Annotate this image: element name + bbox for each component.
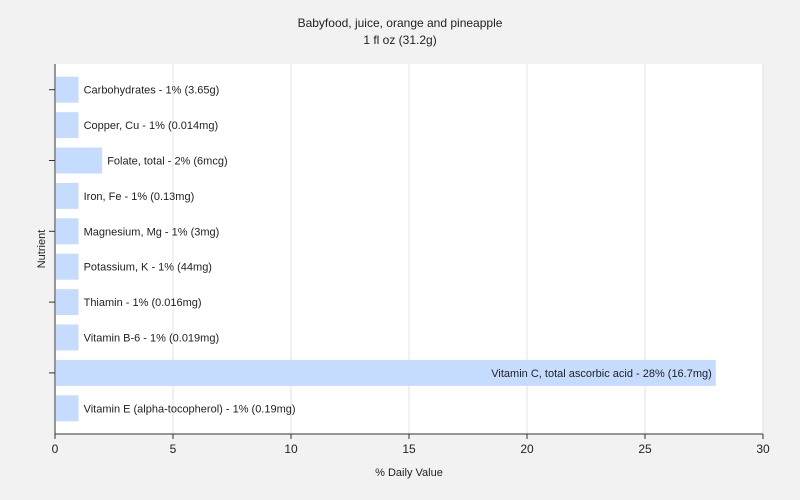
bar [56, 218, 79, 245]
chart-title: Babyfood, juice, orange and pineapple [298, 16, 503, 30]
bar-label: Thiamin - 1% (0.016mg) [84, 297, 202, 309]
bar-label: Potassium, K - 1% (44mg) [84, 262, 212, 274]
bar-label: Carbohydrates - 1% (3.65g) [84, 85, 220, 97]
x-tick-label: 20 [520, 442, 534, 456]
bar-label: Folate, total - 2% (6mcg) [107, 156, 227, 168]
bar [56, 182, 79, 209]
x-axis-title: % Daily Value [375, 467, 443, 479]
bar-label: Vitamin C, total ascorbic acid - 28% (16… [491, 368, 712, 380]
x-tick-label: 30 [756, 442, 770, 456]
bar-label: Iron, Fe - 1% (0.13mg) [84, 191, 195, 203]
y-ticks [49, 89, 55, 374]
grid-lines [172, 64, 764, 434]
bar [56, 359, 716, 386]
y-axis-title: Nutrient [36, 230, 48, 269]
x-tick-label: 5 [170, 442, 177, 456]
bar-label: Vitamin E (alpha-tocopherol) - 1% (0.19m… [84, 403, 296, 415]
bar-label: Vitamin B-6 - 1% (0.019mg) [84, 333, 220, 345]
bar [56, 324, 79, 351]
bars: Carbohydrates - 1% (3.65g) Copper, Cu - 1… [56, 76, 716, 422]
bar-label: Magnesium, Mg - 1% (3mg) [84, 226, 220, 238]
x-tick-label: 25 [638, 442, 652, 456]
x-tick-label: 15 [402, 442, 416, 456]
bar [56, 76, 79, 103]
x-tick-label: 10 [284, 442, 298, 456]
chart-subtitle: 1 fl oz (31.2g) [363, 33, 436, 47]
x-ticks: 0 5 10 15 20 25 30 [52, 434, 770, 456]
bar-label: Copper, Cu - 1% (0.014mg) [84, 120, 219, 132]
x-tick-label: 0 [52, 442, 59, 456]
bar [56, 289, 79, 316]
bar [56, 112, 79, 139]
bar [56, 253, 79, 280]
bar [56, 147, 103, 174]
bar [56, 395, 79, 422]
